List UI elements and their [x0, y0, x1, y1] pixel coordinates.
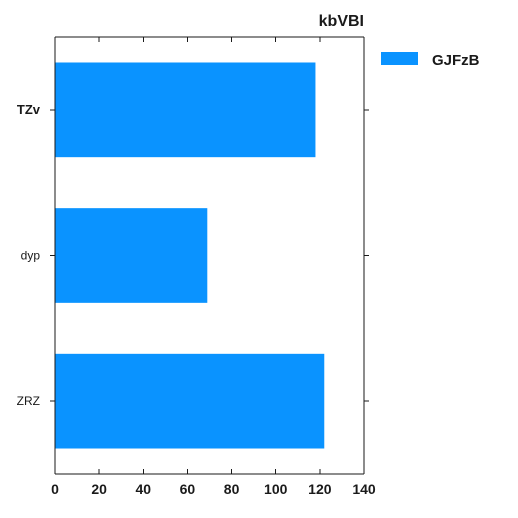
x-tick-label: 120 — [308, 481, 332, 497]
bar-tzv — [55, 62, 316, 158]
legend: GJFzB — [381, 52, 480, 69]
y-tick-label-dyp: dyp — [21, 249, 41, 263]
bar-dyp — [55, 208, 208, 303]
ticks-layer: 0 20 40 60 80 100 120 140 TZv dyp ZRZ — [17, 37, 376, 497]
x-tick-label: 0 — [51, 481, 59, 497]
bar-zrz — [55, 353, 325, 449]
x-tick-label: 60 — [180, 481, 196, 497]
legend-label-gjfzb: GJFzB — [432, 52, 480, 69]
y-tick-label-zrz: ZRZ — [17, 394, 40, 408]
x-tick-label: 100 — [264, 481, 288, 497]
x-tick-label: 80 — [224, 481, 240, 497]
chart-title: kbVBI — [319, 13, 364, 30]
x-tick-label: 40 — [135, 481, 151, 497]
legend-swatch-gjfzb — [381, 52, 418, 65]
y-tick-label-tzv: TZv — [17, 102, 41, 117]
x-tick-label: 140 — [352, 481, 376, 497]
x-tick-label: 20 — [91, 481, 107, 497]
bars-layer — [55, 62, 325, 449]
